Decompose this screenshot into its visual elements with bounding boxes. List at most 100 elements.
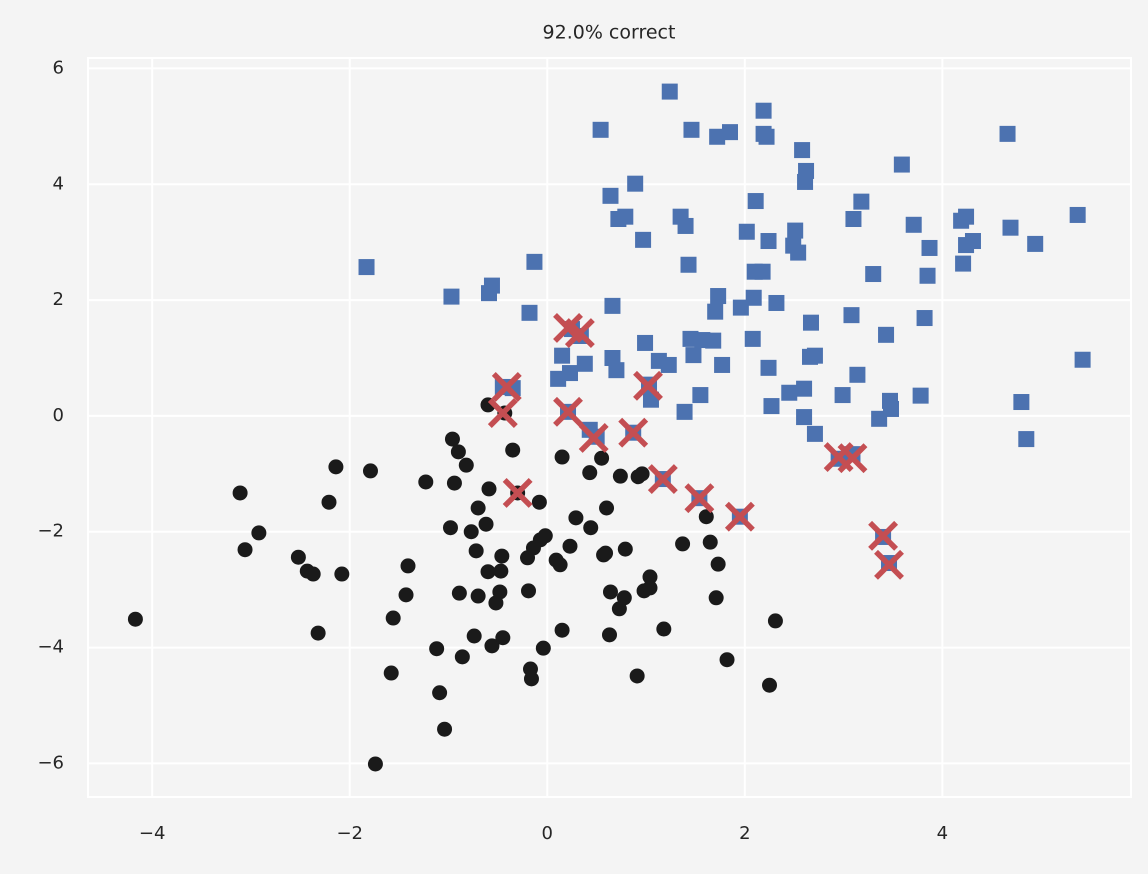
point <box>592 121 609 138</box>
point <box>478 516 494 532</box>
point <box>442 520 458 536</box>
point <box>719 652 735 668</box>
point <box>484 638 500 654</box>
point <box>680 256 697 273</box>
y-tick-label: 0 <box>53 405 64 426</box>
point <box>531 494 547 510</box>
y-tick-label: −4 <box>37 637 64 658</box>
point <box>762 677 778 693</box>
point <box>458 457 474 473</box>
point <box>481 481 497 497</box>
point <box>845 211 862 228</box>
point <box>604 350 621 367</box>
point <box>578 422 609 453</box>
x-tick-label: 0 <box>542 823 553 844</box>
point <box>385 610 401 626</box>
point <box>505 442 521 458</box>
point <box>310 625 326 641</box>
y-tick-label: 6 <box>53 57 64 78</box>
point <box>495 630 511 646</box>
x-tick-label: 4 <box>937 823 948 844</box>
point <box>675 536 691 552</box>
point <box>127 611 143 627</box>
point <box>367 756 383 772</box>
point <box>328 459 344 475</box>
point <box>562 538 578 554</box>
point <box>745 289 762 306</box>
point <box>685 347 702 364</box>
cross <box>724 501 755 532</box>
point <box>451 585 467 601</box>
cross <box>837 443 868 474</box>
point <box>661 83 678 100</box>
point <box>398 587 414 603</box>
point <box>683 121 700 138</box>
cross <box>868 520 899 551</box>
y-tick-label: 2 <box>53 289 64 310</box>
point <box>702 534 718 550</box>
point <box>794 142 811 159</box>
point <box>853 193 870 210</box>
x-tick-label: 2 <box>739 823 750 844</box>
point <box>755 102 772 119</box>
point <box>493 563 509 579</box>
point <box>553 396 583 427</box>
point <box>470 588 486 604</box>
point <box>251 525 267 541</box>
y-tick-label: −2 <box>37 521 64 542</box>
point <box>617 208 634 225</box>
point <box>738 223 755 240</box>
x-tick-label: −4 <box>139 823 166 844</box>
point <box>724 501 755 532</box>
point <box>599 500 615 516</box>
point <box>834 387 851 404</box>
point <box>429 641 445 657</box>
point <box>383 665 399 681</box>
point <box>492 584 508 600</box>
cross <box>618 417 649 448</box>
cross <box>633 370 663 401</box>
point <box>744 330 761 347</box>
point <box>526 253 543 270</box>
cross <box>874 549 904 580</box>
point <box>491 372 522 402</box>
point <box>494 548 510 564</box>
point <box>767 613 783 629</box>
point <box>1002 219 1019 236</box>
point <box>708 590 724 606</box>
point <box>637 334 654 351</box>
point <box>806 347 823 364</box>
point <box>583 520 599 536</box>
point <box>466 628 482 644</box>
point <box>747 193 764 210</box>
point <box>660 356 677 373</box>
point <box>874 549 904 580</box>
point <box>418 474 434 490</box>
point <box>443 288 460 305</box>
point <box>865 266 882 283</box>
cross <box>491 372 522 402</box>
point <box>321 494 337 510</box>
point <box>763 398 780 415</box>
cross <box>553 396 583 427</box>
point <box>537 528 553 544</box>
point <box>964 233 981 250</box>
point <box>629 668 645 684</box>
point <box>677 217 694 234</box>
point <box>535 640 551 656</box>
point <box>919 267 936 284</box>
point <box>882 400 899 417</box>
point <box>604 297 621 314</box>
point <box>334 566 350 582</box>
point <box>647 464 678 494</box>
point <box>463 524 479 540</box>
point <box>714 356 731 373</box>
point <box>1013 394 1030 411</box>
point <box>710 288 727 305</box>
point <box>437 721 453 737</box>
point <box>642 569 658 585</box>
point <box>617 541 633 557</box>
point <box>237 542 253 558</box>
point <box>554 622 570 638</box>
point <box>454 649 470 665</box>
